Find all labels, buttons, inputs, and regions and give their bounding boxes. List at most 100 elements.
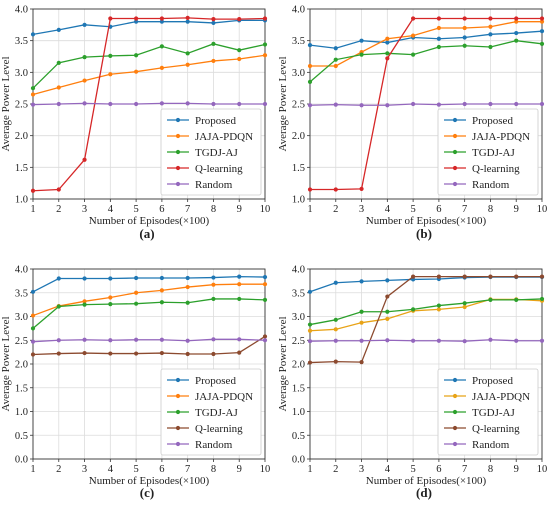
y-tick-label: 3.0 — [15, 68, 28, 79]
legend-box — [160, 368, 262, 456]
data-point — [514, 101, 519, 107]
data-point — [411, 16, 416, 21]
data-point — [333, 63, 338, 69]
y-axis-label: Average Power Level — [0, 56, 12, 151]
x-tick-label: 2 — [56, 464, 61, 475]
plot-frame — [32, 268, 266, 460]
y-axis-label: Average Power Level — [0, 316, 12, 411]
data-point — [539, 338, 545, 343]
data-point — [262, 16, 268, 21]
legend-marker — [452, 425, 458, 431]
data-point — [108, 276, 113, 281]
data-point — [56, 27, 61, 32]
y-tick-label: 1.0 — [292, 195, 305, 206]
legend-label: Q-learning — [195, 423, 243, 435]
data-point — [262, 338, 268, 343]
x-tick-label: 10 — [537, 464, 548, 475]
data-point — [262, 42, 268, 47]
chart-panel-2: 1.0 1.5 2.0 2.5 3.0 3.5 4.0 1 2 3 4 5 6 7 8 9 10 Number o… — [277, 5, 547, 242]
data-point — [385, 294, 390, 299]
data-point — [307, 360, 313, 365]
legend-marker — [175, 377, 181, 383]
data-point — [159, 288, 164, 293]
x-axis-label: Number of Episodes(×100) — [89, 215, 210, 227]
data-point — [436, 25, 441, 31]
data-point — [333, 57, 338, 62]
legend-label: TGDJ-AJ — [472, 407, 515, 419]
data-point — [56, 101, 61, 107]
data-point — [359, 320, 364, 325]
series-line-jaja-pdqn — [309, 298, 543, 332]
data-point — [436, 307, 441, 312]
data-point — [385, 338, 390, 343]
data-point — [159, 275, 164, 281]
y-tick-label: 4.0 — [292, 265, 305, 276]
data-point — [159, 300, 164, 305]
y-tick-label: 0.0 — [292, 455, 305, 466]
chart-panel-3: 0.0 0.5 1.0 1.5 2.0 2.5 3.0 3.5 4.0 1 2 3 4 5 6 7 8 9 10 Nu… — [0, 265, 270, 501]
data-point — [30, 86, 36, 91]
data-point — [462, 43, 467, 48]
data-point — [539, 16, 545, 21]
data-point — [30, 313, 36, 318]
y-tick-label: 2.0 — [292, 131, 305, 142]
data-point — [514, 297, 519, 302]
data-point — [108, 338, 113, 343]
data-point — [359, 309, 364, 314]
data-point — [488, 16, 493, 21]
data-point — [211, 282, 216, 287]
data-point — [307, 187, 313, 192]
data-point — [333, 187, 338, 192]
data-point — [237, 296, 242, 302]
legend-marker — [175, 165, 181, 171]
x-tick-label: 6 — [159, 464, 164, 475]
data-point — [237, 350, 242, 355]
legend-marker — [175, 117, 181, 123]
series-line-tgdj-aj — [309, 298, 543, 326]
legend-label: Random — [472, 439, 510, 451]
y-tick-label: 3.0 — [292, 312, 305, 323]
legend-box — [437, 368, 539, 456]
x-tick-label: 2 — [56, 204, 61, 215]
series-line-q-learning — [310, 17, 542, 191]
data-point — [82, 302, 87, 307]
x-tick-label: 10 — [537, 204, 548, 215]
data-point — [159, 19, 164, 24]
x-tick-label: 8 — [211, 464, 216, 475]
x-tick-label: 7 — [462, 204, 467, 215]
data-point — [159, 65, 164, 70]
data-point — [56, 187, 61, 192]
data-point — [56, 60, 61, 65]
series-line-jaja-pdqn — [310, 21, 542, 67]
legend-marker — [452, 165, 458, 171]
data-point — [333, 46, 338, 51]
x-tick-label: 3 — [82, 464, 87, 475]
y-tick-label: 3.5 — [15, 36, 28, 47]
x-tick-label: 9 — [237, 204, 242, 215]
data-point — [82, 22, 87, 27]
data-point — [262, 274, 268, 280]
x-tick-label: 5 — [410, 204, 415, 215]
data-point — [307, 328, 313, 333]
data-point — [134, 101, 139, 107]
y-tick-label: 1.5 — [292, 383, 305, 394]
legend-marker — [452, 181, 458, 187]
data-point — [488, 32, 493, 37]
data-point — [185, 284, 190, 290]
x-tick-label: 9 — [237, 464, 242, 475]
data-point — [488, 337, 493, 342]
y-tick-label: 0.0 — [15, 455, 28, 466]
data-point — [82, 55, 87, 60]
data-point — [359, 103, 364, 108]
x-tick-label: 1 — [30, 204, 35, 215]
x-tick-label: 4 — [108, 464, 114, 475]
x-tick-label: 3 — [82, 204, 87, 215]
y-tick-label: 2.5 — [15, 100, 28, 111]
data-point — [488, 44, 493, 50]
data-point — [539, 41, 545, 46]
panel-caption: (a) — [139, 226, 154, 241]
legend-label: Proposed — [472, 115, 513, 127]
series-line-jaja-pdqn — [32, 283, 265, 317]
legend-marker — [452, 117, 458, 123]
data-point — [134, 301, 139, 306]
